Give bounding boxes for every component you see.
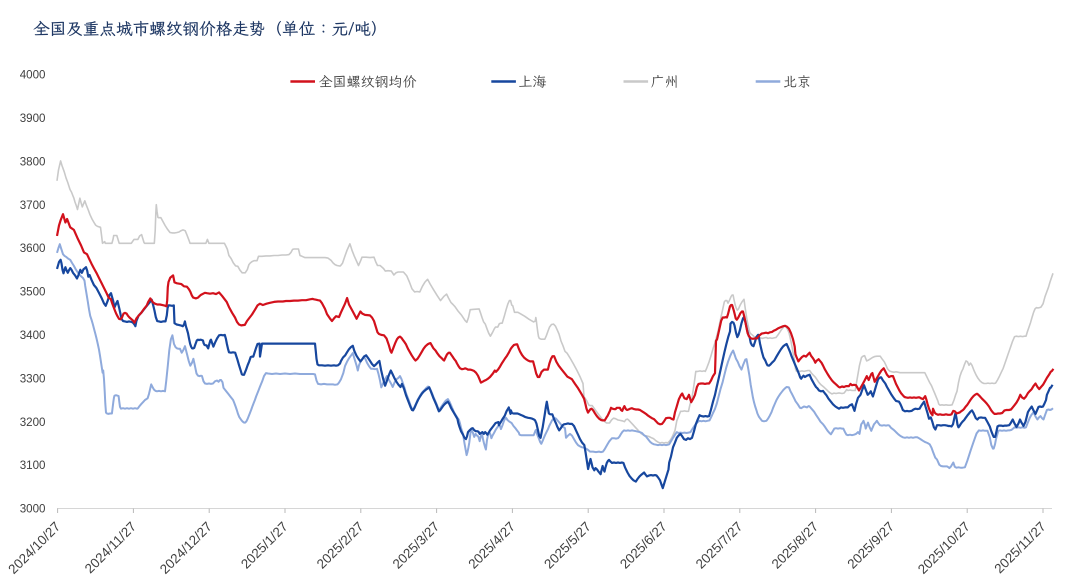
svg-text:3700: 3700	[20, 199, 46, 212]
svg-text:3000: 3000	[20, 503, 46, 516]
svg-text:3800: 3800	[20, 155, 46, 168]
svg-text:3100: 3100	[20, 459, 46, 472]
svg-text:3400: 3400	[20, 329, 46, 342]
svg-text:3600: 3600	[20, 242, 46, 255]
svg-text:3300: 3300	[20, 372, 46, 385]
svg-text:3900: 3900	[20, 112, 46, 125]
svg-text:3200: 3200	[20, 416, 46, 429]
svg-text:4000: 4000	[20, 69, 46, 82]
svg-text:3500: 3500	[20, 286, 46, 299]
